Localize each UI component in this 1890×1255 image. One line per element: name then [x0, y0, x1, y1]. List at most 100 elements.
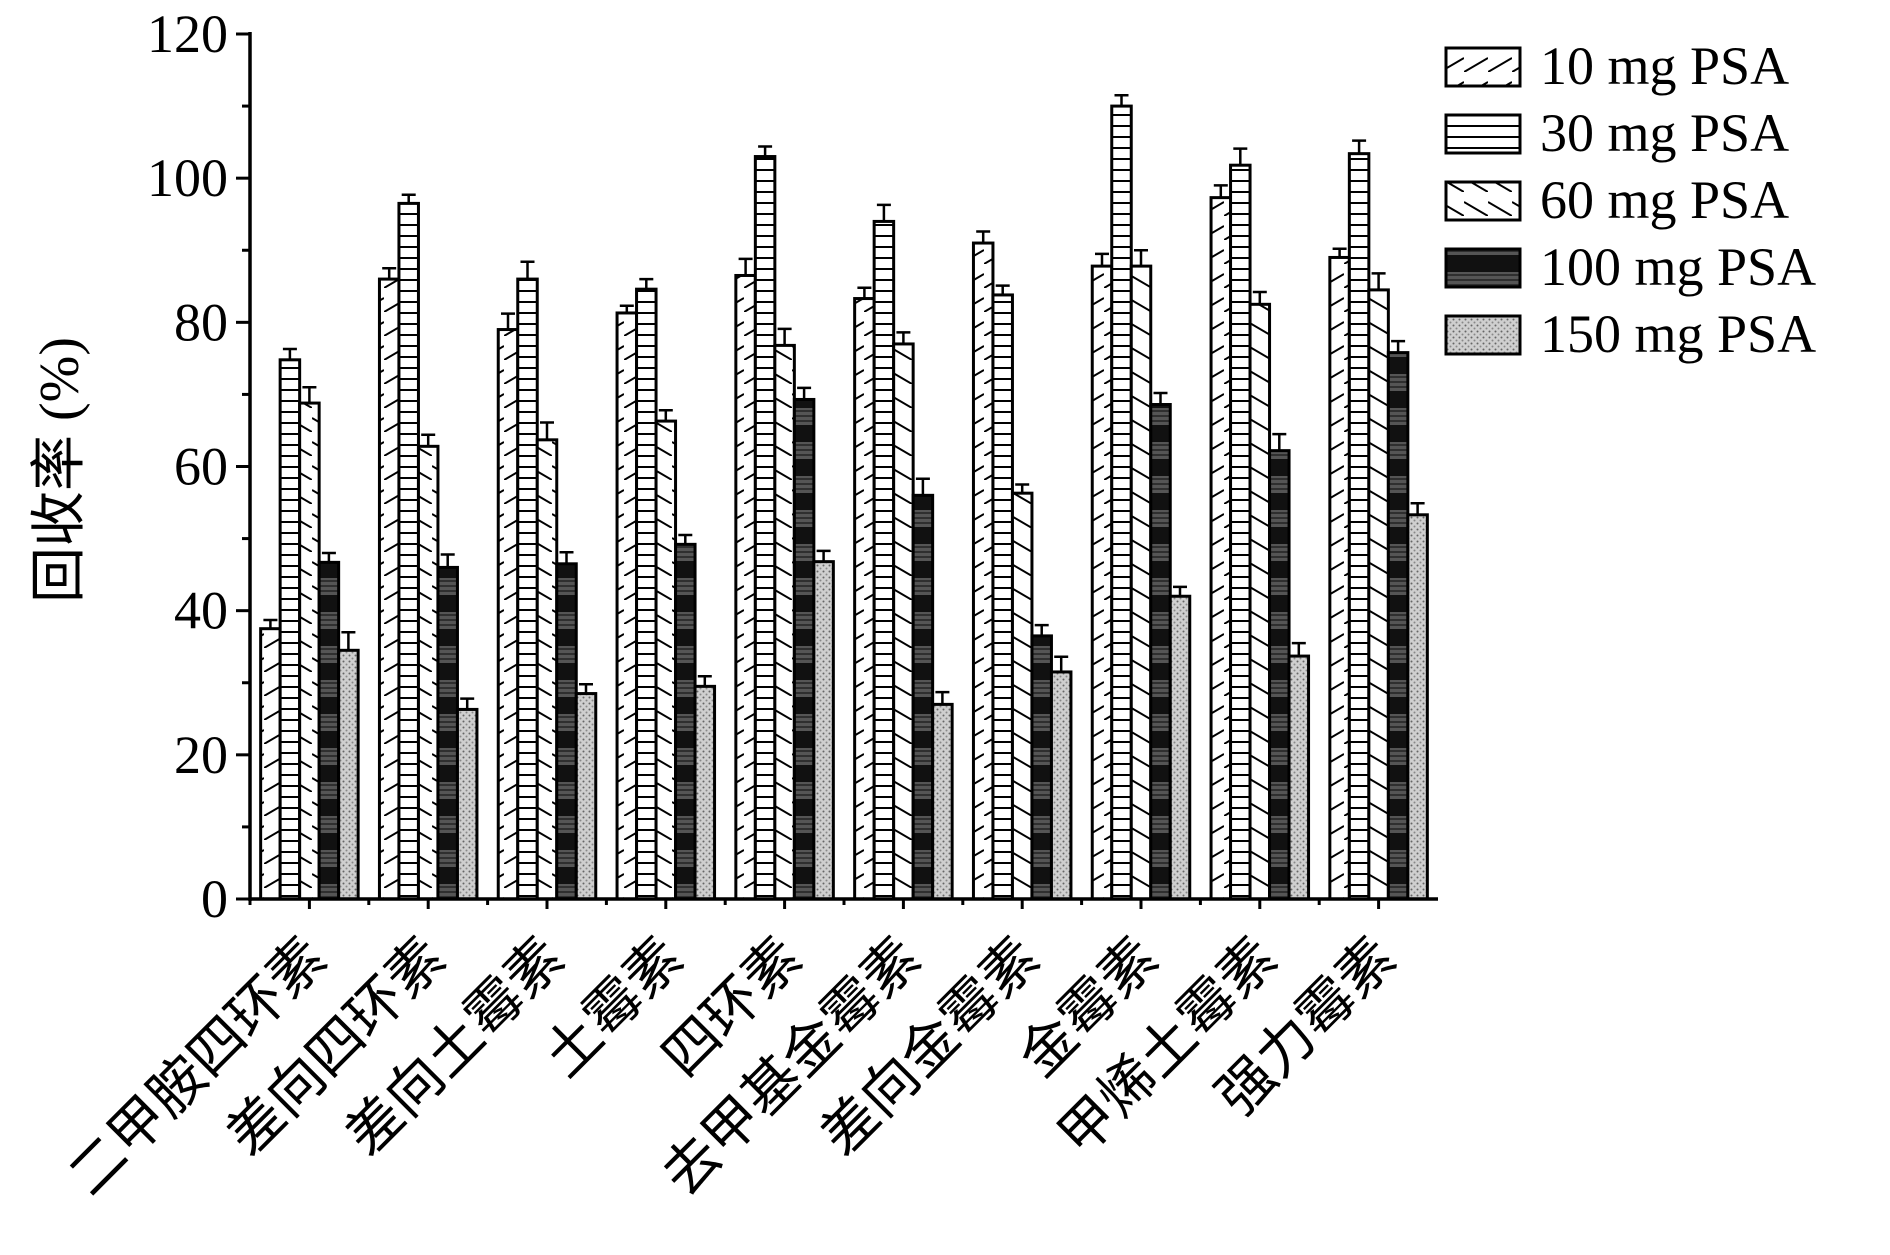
bar-3-3 — [535, 438, 559, 901]
error-bar — [1114, 94, 1129, 107]
bar-2-8 — [1110, 104, 1133, 901]
bar-3-2 — [416, 444, 440, 901]
error-bar — [1332, 247, 1347, 258]
bar-3-6 — [892, 342, 915, 901]
bar-5-10 — [1406, 513, 1429, 901]
error-bar — [501, 312, 515, 330]
error-bar — [421, 433, 436, 447]
error-bar — [797, 386, 812, 400]
y-tick-label: 60 — [174, 437, 228, 497]
error-bar — [382, 267, 397, 280]
bar-3-9 — [1248, 302, 1272, 901]
error-bar — [915, 477, 930, 496]
error-bar — [678, 533, 693, 545]
bar-2-3 — [516, 277, 539, 901]
bar-5-9 — [1287, 654, 1311, 901]
error-bar — [995, 284, 1010, 295]
bar-5-3 — [574, 692, 598, 901]
error-bar — [1095, 252, 1109, 267]
legend-label-3: 60 mg PSA — [1540, 170, 1789, 230]
bar-1-9 — [1209, 196, 1233, 901]
error-bar — [876, 203, 891, 222]
legend-swatch-3 — [1444, 180, 1522, 222]
error-bar — [1173, 585, 1187, 597]
error-bar — [857, 286, 872, 299]
bar-2-10 — [1347, 152, 1371, 901]
legend-label-4: 100 mg PSA — [1540, 237, 1816, 297]
bar-2-4 — [635, 287, 658, 901]
bar-3-5 — [773, 343, 796, 901]
y-axis-label: 回收率 (%) — [29, 337, 91, 603]
error-bar — [658, 409, 673, 422]
legend-swatch-2 — [1444, 113, 1522, 155]
bar-5-2 — [455, 707, 479, 901]
bar-1-3 — [496, 328, 520, 901]
error-bar — [896, 331, 911, 344]
error-bar — [976, 230, 991, 244]
bar-3-1 — [298, 401, 321, 901]
bar-5-7 — [1049, 670, 1073, 901]
error-bar — [302, 385, 317, 404]
legend-label-2: 30 mg PSA — [1540, 103, 1789, 163]
error-bar — [321, 551, 336, 563]
error-bar — [1371, 272, 1386, 290]
y-tick-label: 40 — [174, 581, 228, 641]
error-bar — [520, 260, 535, 280]
bar-3-7 — [1010, 491, 1034, 901]
legend-label-5: 150 mg PSA — [1540, 304, 1816, 364]
error-bar — [282, 347, 297, 360]
bar-5-5 — [812, 560, 835, 901]
error-bar — [738, 257, 753, 276]
bar-4-2 — [436, 565, 459, 901]
error-bar — [460, 697, 475, 710]
y-tick-label: 0 — [201, 869, 228, 929]
bar-2-9 — [1229, 163, 1252, 901]
error-bar — [559, 551, 574, 564]
error-bar — [1034, 623, 1049, 636]
error-bar — [440, 553, 455, 568]
bar-2-2 — [397, 201, 420, 901]
error-bar — [758, 145, 773, 157]
bar-4-7 — [1030, 634, 1053, 901]
bar-4-8 — [1149, 403, 1172, 901]
legend-swatch-5 — [1444, 314, 1522, 356]
error-bar — [341, 631, 356, 651]
bar-4-1 — [317, 560, 341, 901]
y-tick-label: 80 — [174, 292, 228, 352]
bar-4-6 — [911, 493, 935, 901]
bar-3-10 — [1367, 288, 1390, 901]
bar-4-10 — [1386, 351, 1410, 901]
error-bar — [777, 327, 792, 346]
bar-2-5 — [753, 155, 777, 901]
bar-3-4 — [654, 419, 678, 901]
bar-5-8 — [1168, 594, 1192, 901]
bar-4-3 — [555, 562, 578, 901]
bar-1-5 — [734, 273, 757, 901]
error-bar — [263, 618, 278, 629]
bar-4-5 — [792, 397, 816, 901]
bar-2-1 — [278, 358, 302, 901]
bar-1-6 — [853, 297, 876, 901]
bar-1-7 — [971, 241, 995, 901]
error-bar — [1272, 432, 1287, 451]
error-bar — [1252, 290, 1267, 305]
bar-1-2 — [377, 277, 401, 901]
error-bar — [1015, 483, 1030, 494]
error-bar — [697, 675, 712, 687]
bar-2-7 — [991, 293, 1014, 901]
bar-4-9 — [1268, 449, 1291, 901]
bar-1-10 — [1328, 255, 1351, 901]
error-bar — [540, 421, 554, 440]
bar-5-4 — [693, 684, 717, 901]
bar-3-8 — [1129, 264, 1153, 901]
error-bar — [1352, 139, 1367, 154]
error-bar — [1410, 502, 1425, 515]
bar-2-6 — [872, 219, 896, 901]
error-bar — [935, 690, 950, 705]
error-bar — [639, 277, 654, 290]
error-bar — [1233, 147, 1248, 166]
error-bar — [401, 193, 416, 204]
error-bar — [1291, 641, 1306, 657]
bar-1-1 — [259, 627, 282, 901]
y-tick-label: 100 — [147, 148, 228, 208]
